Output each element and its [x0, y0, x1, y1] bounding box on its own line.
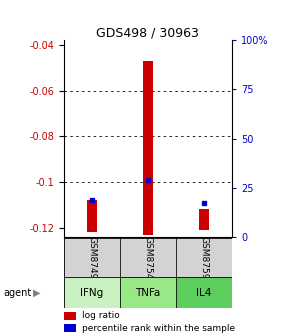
- Bar: [87, 200, 97, 232]
- Bar: [64, 277, 120, 308]
- Bar: [120, 238, 176, 277]
- Text: ▶: ▶: [33, 288, 41, 298]
- Text: GSM8754: GSM8754: [143, 236, 153, 279]
- Text: agent: agent: [3, 288, 31, 298]
- Bar: [176, 277, 232, 308]
- Text: IL4: IL4: [196, 288, 212, 298]
- Text: percentile rank within the sample: percentile rank within the sample: [82, 324, 235, 333]
- Bar: [64, 312, 76, 320]
- Bar: [120, 277, 176, 308]
- Text: GSM8749: GSM8749: [87, 236, 96, 279]
- Bar: [64, 324, 76, 332]
- Title: GDS498 / 30963: GDS498 / 30963: [97, 26, 199, 39]
- Bar: [64, 238, 120, 277]
- Text: TNFa: TNFa: [135, 288, 161, 298]
- Text: IFNg: IFNg: [80, 288, 104, 298]
- Text: log ratio: log ratio: [82, 311, 120, 320]
- Bar: [176, 238, 232, 277]
- Bar: [143, 61, 153, 235]
- Bar: [199, 209, 209, 230]
- Text: GSM8759: GSM8759: [200, 236, 209, 279]
